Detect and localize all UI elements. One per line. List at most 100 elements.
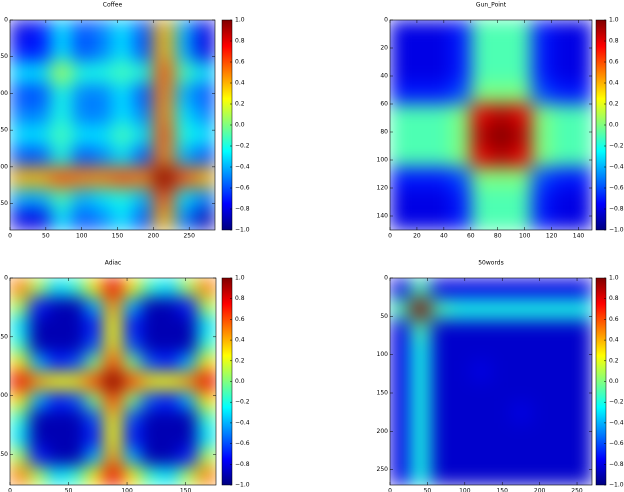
heatmap-cell [51, 41, 73, 63]
heatmap-cell [197, 315, 216, 336]
heatmap-cell [450, 298, 472, 320]
heatmap-cell [112, 20, 134, 42]
heatmap-cell [47, 390, 67, 411]
heatmap-cell [571, 188, 592, 210]
heatmap-cell [10, 315, 30, 336]
heatmap-cell [92, 20, 114, 42]
heatmap-cell [194, 188, 215, 210]
heatmap-cell [28, 447, 49, 467]
heatmap-cell [491, 278, 512, 300]
heatmap-image [10, 20, 215, 230]
x-tick-label: 50 [42, 233, 50, 240]
heatmap-cell [511, 340, 532, 362]
heatmap-cell [450, 146, 472, 168]
heatmap-cell [71, 83, 93, 105]
heatmap-cell [491, 298, 512, 320]
heatmap-cell [390, 125, 411, 147]
heatmap-cell [92, 104, 114, 126]
heatmap-cell [491, 62, 512, 84]
heatmap-cell [71, 62, 93, 84]
heatmap-cell [410, 381, 431, 403]
heatmap-cell [450, 188, 472, 210]
heatmap-cell [194, 83, 215, 105]
heatmap-cell [10, 447, 30, 467]
heatmap-cell [551, 41, 573, 63]
heatmap-cell [430, 319, 452, 341]
heatmap-cell [47, 353, 67, 373]
heatmap-cell [47, 447, 67, 467]
heatmap-cell [141, 390, 161, 411]
y-tick-label: 0 [384, 275, 388, 282]
y-tick-label: 100 [377, 351, 389, 358]
heatmap-cell [10, 334, 30, 354]
heatmap-cell [410, 20, 431, 42]
colorbar-tick-label: 0.0 [235, 378, 245, 385]
heatmap-cell [28, 428, 49, 448]
chart-title: 50words [478, 260, 504, 267]
heatmap-cell [390, 360, 411, 383]
heatmap-cell [47, 409, 67, 430]
heatmap-cell [511, 188, 532, 210]
heatmap-cell [571, 402, 592, 424]
heatmap-cell [30, 20, 52, 42]
heatmap-cell [71, 104, 93, 126]
heatmap-cell [551, 443, 573, 465]
heatmap-cell [153, 167, 175, 189]
heatmap-cell [178, 315, 198, 336]
colorbar-tick-label: −0.6 [609, 185, 624, 192]
heatmap-cell [153, 209, 175, 230]
heatmap-cell [531, 62, 553, 84]
heatmap-cell [511, 422, 532, 445]
heatmap-cell [122, 428, 142, 448]
heatmap-cell [410, 41, 431, 63]
heatmap-cell [30, 167, 52, 189]
heatmap-cell [531, 146, 553, 168]
heatmap-cell [491, 41, 512, 63]
heatmap-cell [390, 443, 411, 465]
heatmap-cell [450, 443, 472, 465]
heatmap-cell [531, 278, 553, 300]
heatmap-cell [531, 167, 553, 189]
heatmap-cell [174, 41, 196, 63]
heatmap-cell [470, 360, 492, 383]
heatmap-cell [551, 146, 573, 168]
heatmap-cell [10, 409, 30, 430]
x-tick-label: 40 [440, 233, 448, 240]
heatmap-cell [66, 315, 86, 336]
heatmap-cell [531, 125, 553, 147]
heatmap-cell [103, 278, 123, 298]
heatmap-cell [410, 319, 431, 341]
colorbar-tick-label: −0.2 [609, 143, 624, 150]
heatmap-cell [551, 278, 573, 300]
heatmap-cell [133, 125, 155, 147]
heatmap-cell [71, 209, 93, 230]
heatmap-cell [92, 125, 114, 147]
x-tick-label: 60 [467, 233, 475, 240]
y-tick-label: 0 [4, 275, 8, 282]
heatmap-cell [10, 209, 32, 230]
heatmap-cell [491, 360, 512, 383]
heatmap-cell [430, 104, 452, 126]
heatmap-cell [470, 209, 492, 230]
chart-title: Coffee [103, 2, 123, 9]
heatmap-cell [84, 278, 105, 298]
heatmap-image [10, 278, 216, 485]
heatmap-cell [430, 298, 452, 320]
heatmap-cell [410, 278, 431, 300]
heatmap-cell [47, 278, 67, 298]
heatmap-cell [47, 372, 67, 392]
heatmap-cell [470, 20, 492, 42]
heatmap-cell [511, 125, 532, 147]
colorbar-tick-label: 0.8 [235, 38, 245, 45]
heatmap-cells [10, 278, 216, 485]
heatmap-cell [159, 390, 180, 411]
colorbar-tick-label: 0.6 [609, 59, 619, 66]
heatmap-cell [390, 209, 411, 230]
heatmap-cell [103, 466, 123, 485]
heatmap-cells [390, 20, 592, 230]
colorbar-tick-label: 0.6 [609, 316, 619, 323]
heatmap-cell [66, 296, 86, 317]
heatmap-cell [10, 390, 30, 411]
heatmap-cell [571, 278, 592, 300]
heatmap-cell [194, 125, 215, 147]
